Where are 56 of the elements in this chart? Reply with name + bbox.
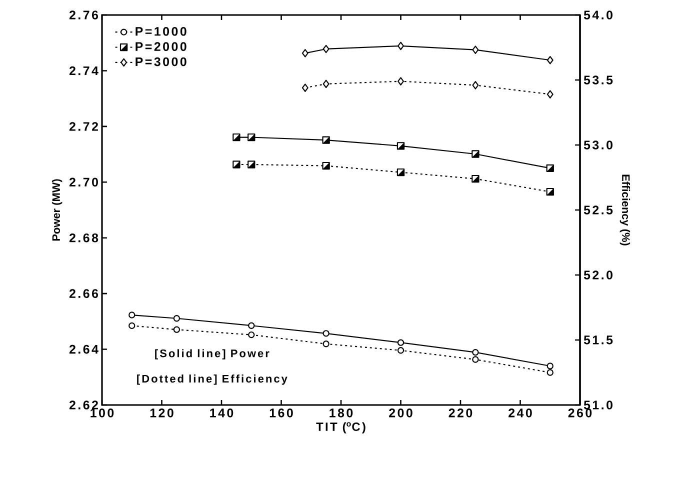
x-tick-label: 100 (90, 408, 114, 418)
annotation: [Dotted line] Efficiency (137, 374, 288, 385)
y-tick-label: 2.64 (69, 344, 98, 354)
y-tick-label: 2.74 (69, 66, 98, 76)
annotation: [Solid line] Power (155, 349, 270, 360)
point (248, 322, 255, 329)
point (472, 46, 479, 54)
point (397, 339, 404, 346)
legend-label: P=2000 (136, 42, 186, 51)
point (546, 90, 554, 98)
y2-tick-label: 51.0 (584, 400, 612, 410)
y2-tick-label: 52.5 (584, 206, 613, 214)
y-tick-label: 2.70 (69, 178, 98, 187)
point (398, 77, 404, 86)
x-tick-label: 180 (330, 408, 353, 418)
point (472, 349, 479, 356)
x-axis-title: TIT ($^{o}$C) (316, 422, 366, 434)
x-tick-label: 260 (568, 408, 592, 418)
legend-label: P=3000 (136, 57, 186, 66)
x-tick-label: 220 (448, 408, 472, 418)
y-tick-label: 2.66 (69, 289, 98, 298)
x-tick-label: 200 (389, 408, 412, 418)
point (248, 331, 255, 338)
x-tick-label: 160 (270, 408, 293, 418)
point (472, 356, 479, 363)
y2-tick-label: 52.0 (584, 270, 612, 280)
point (322, 80, 330, 88)
point (128, 312, 136, 318)
y-tick-label: 2.62 (69, 400, 98, 410)
y-tick-label: 2.68 (69, 233, 98, 242)
point (302, 49, 308, 58)
point (546, 362, 554, 370)
y-axis-title: Power (MW) (52, 179, 62, 241)
point (322, 340, 330, 348)
y2-tick-label: 54.0 (584, 10, 612, 20)
y2-axis-title: Efficiency (%) (620, 174, 630, 246)
x-tick-label: 140 (210, 408, 234, 418)
point (322, 330, 330, 337)
point (128, 322, 136, 330)
point (472, 81, 479, 90)
point (398, 42, 404, 50)
y-tick-label: 2.76 (69, 10, 98, 20)
x-tick-label: 120 (150, 408, 174, 418)
y2-tick-label: 51.5 (584, 336, 613, 344)
point (173, 326, 180, 333)
y-tick-label: 2.72 (69, 122, 98, 131)
legend-label: P=1000 (136, 26, 186, 36)
point (397, 347, 404, 354)
x-tick-label: 240 (508, 408, 532, 418)
point (302, 84, 308, 92)
point (546, 369, 554, 376)
point (322, 44, 330, 54)
y2-tick-label: 53.0 (584, 140, 612, 150)
point (546, 56, 554, 64)
y2-tick-label: 53.5 (584, 76, 613, 84)
point (173, 315, 180, 322)
